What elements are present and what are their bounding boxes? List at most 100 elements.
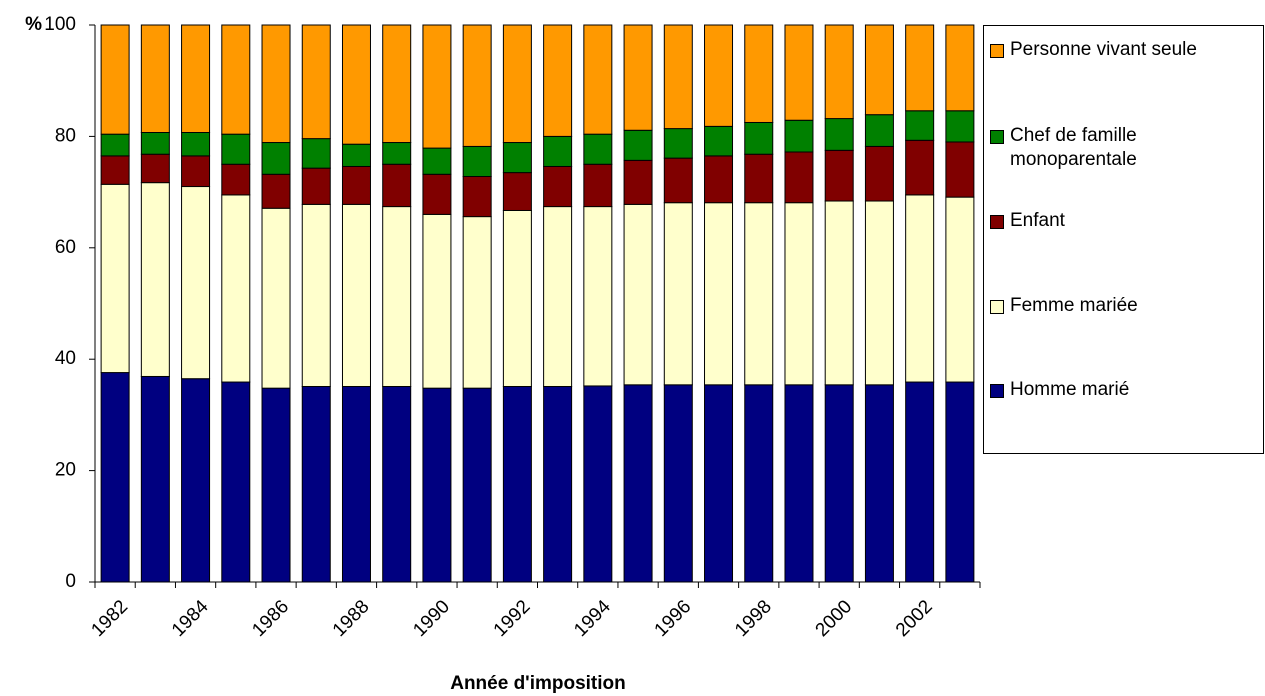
bar-segment xyxy=(704,155,734,204)
bar-segment xyxy=(462,145,492,178)
bar-segment xyxy=(100,155,130,185)
bar-segment xyxy=(543,385,573,583)
bar-segment xyxy=(824,118,854,151)
bar-segment xyxy=(221,194,251,383)
bar-segment xyxy=(140,24,170,134)
bar-segment xyxy=(100,372,130,583)
bar-segment xyxy=(221,163,251,196)
bar-segment xyxy=(462,216,492,389)
bar-segment xyxy=(905,110,935,141)
y-tick-label: 20 xyxy=(55,460,76,481)
y-tick-label: 60 xyxy=(55,237,76,258)
y-tick-label: 80 xyxy=(55,125,76,146)
bar-segment xyxy=(744,384,774,583)
bar-segment xyxy=(140,132,170,155)
bar-segment xyxy=(543,135,573,167)
bar-segment xyxy=(583,163,613,208)
bar-segment xyxy=(462,387,492,583)
bar-segment xyxy=(784,384,814,583)
bar-segment xyxy=(744,153,774,204)
bar-segment xyxy=(864,24,894,116)
bar-segment xyxy=(502,172,532,211)
bar-segment xyxy=(422,173,452,215)
bar-segment xyxy=(623,24,653,131)
bar-segment xyxy=(502,209,532,387)
bar-segment xyxy=(663,202,693,386)
legend-label: Personne vivant seule xyxy=(1010,39,1197,60)
bar-segment xyxy=(583,133,613,165)
bar-segment xyxy=(864,145,894,202)
bar-segment xyxy=(663,157,693,204)
legend-swatch xyxy=(990,130,1004,144)
y-tick-label: 100 xyxy=(44,14,76,35)
x-tick-label: 1994 xyxy=(570,596,615,641)
bar-segment xyxy=(543,24,573,137)
bar-segment xyxy=(261,142,291,175)
bar-segment xyxy=(341,385,371,583)
bar-segment xyxy=(382,24,412,144)
bar-segment xyxy=(744,24,774,123)
bar-segment xyxy=(784,119,814,153)
bar-segment xyxy=(502,385,532,583)
bar-segment xyxy=(140,153,170,184)
legend-swatch xyxy=(990,44,1004,58)
bar-segment xyxy=(784,151,814,204)
bar-segment xyxy=(181,155,211,188)
bar-segment xyxy=(261,24,291,144)
bar-segment xyxy=(945,141,975,198)
legend-entry: Homme marié xyxy=(990,378,1262,402)
bar-segment xyxy=(945,110,975,143)
bar-segment xyxy=(623,384,653,583)
bar-segment xyxy=(663,384,693,583)
x-axis-title: Année d'imposition xyxy=(450,673,626,694)
x-tick-label: 1996 xyxy=(651,596,696,641)
bar-segment xyxy=(181,24,211,134)
bar-segment xyxy=(221,133,251,165)
x-tick-label: 1990 xyxy=(409,596,454,641)
x-tick-label: 2000 xyxy=(812,596,857,641)
bar-segment xyxy=(140,182,170,377)
bar-segment xyxy=(261,173,291,209)
bar-segment xyxy=(221,381,251,583)
x-tick-label: 1992 xyxy=(490,596,535,641)
bar-segment xyxy=(623,159,653,205)
bar-segment xyxy=(502,24,532,144)
bar-segment xyxy=(704,125,734,157)
bar-segment xyxy=(181,186,211,380)
bar-segment xyxy=(784,24,814,121)
bar-segment xyxy=(382,163,412,208)
bar-segment xyxy=(181,132,211,157)
x-tick-label: 1984 xyxy=(168,596,213,641)
x-tick-label: 1986 xyxy=(248,596,293,641)
bar-segment xyxy=(663,24,693,130)
bar-segment xyxy=(301,167,331,205)
bar-segment xyxy=(301,203,331,387)
bar-segment xyxy=(100,183,130,374)
legend-swatch xyxy=(990,384,1004,398)
bar-segment xyxy=(100,133,130,157)
bar-segment xyxy=(462,176,492,218)
legend-swatch xyxy=(990,300,1004,314)
bar-segment xyxy=(704,384,734,583)
bar-segment xyxy=(543,165,573,208)
legend-entry: Personne vivant seule xyxy=(990,38,1262,62)
bar-segment xyxy=(382,142,412,165)
bar-segment xyxy=(704,24,734,127)
bar-segment xyxy=(341,24,371,145)
legend-label: Enfant xyxy=(1010,210,1065,231)
bar-segment xyxy=(341,203,371,387)
bar-segment xyxy=(502,142,532,174)
bar-segment xyxy=(301,385,331,583)
bar-segment xyxy=(784,202,814,386)
bar-segment xyxy=(824,24,854,120)
bar-segment xyxy=(583,24,613,135)
y-tick-label: 40 xyxy=(55,348,76,369)
bar-segment xyxy=(462,24,492,147)
legend-entry: Femme mariée xyxy=(990,294,1262,318)
bar-segment xyxy=(341,143,371,167)
bar-segment xyxy=(945,381,975,583)
bar-segment xyxy=(422,213,452,389)
bar-segment xyxy=(744,202,774,386)
bar-segment xyxy=(905,194,935,383)
bar-segment xyxy=(422,387,452,583)
